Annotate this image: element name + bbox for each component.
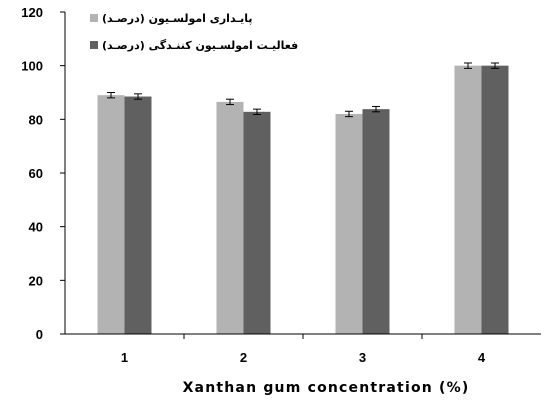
y-ticks: 0 20 40 60 80 100 120 bbox=[21, 5, 65, 342]
bar-series-1 bbox=[335, 113, 363, 334]
y-tick-label: 40 bbox=[29, 220, 43, 235]
bar-series-2 bbox=[243, 111, 271, 334]
x-axis-title: Xanthan gum concentration (%) bbox=[183, 380, 470, 396]
legend: پایـداری امولسـیون (درصـد) فعالیـت امولسـ… bbox=[90, 12, 298, 52]
y-tick-label: 60 bbox=[29, 166, 43, 181]
y-tick-label: 100 bbox=[21, 59, 43, 74]
x-tick-label: 1 bbox=[121, 350, 128, 365]
y-tick-label: 120 bbox=[21, 5, 43, 20]
legend-swatch-series-1 bbox=[90, 14, 98, 22]
x-tick-label: 4 bbox=[478, 350, 486, 365]
bar-series-1 bbox=[97, 95, 125, 334]
bar-series-1 bbox=[216, 101, 244, 335]
y-tick-label: 20 bbox=[29, 273, 43, 288]
bar-series-2 bbox=[362, 109, 390, 335]
bar-series-2 bbox=[124, 96, 152, 335]
bars-layer bbox=[97, 65, 509, 335]
bar-series-2 bbox=[481, 65, 509, 335]
x-tick-label: 3 bbox=[359, 350, 366, 365]
bar-series-1 bbox=[454, 65, 482, 335]
legend-swatch-series-2 bbox=[90, 41, 98, 49]
legend-label-series-1: پایـداری امولسـیون (درصـد) bbox=[102, 12, 252, 25]
y-tick-label: 80 bbox=[29, 112, 43, 127]
legend-label-series-2: فعالیـت امولسـیون کننـدگی (درصـد) bbox=[102, 39, 298, 52]
x-tick-label: 2 bbox=[240, 350, 247, 365]
y-tick-label: 0 bbox=[36, 327, 43, 342]
x-ticks: 1 2 3 4 bbox=[121, 334, 486, 365]
error-bars-layer bbox=[107, 62, 499, 118]
